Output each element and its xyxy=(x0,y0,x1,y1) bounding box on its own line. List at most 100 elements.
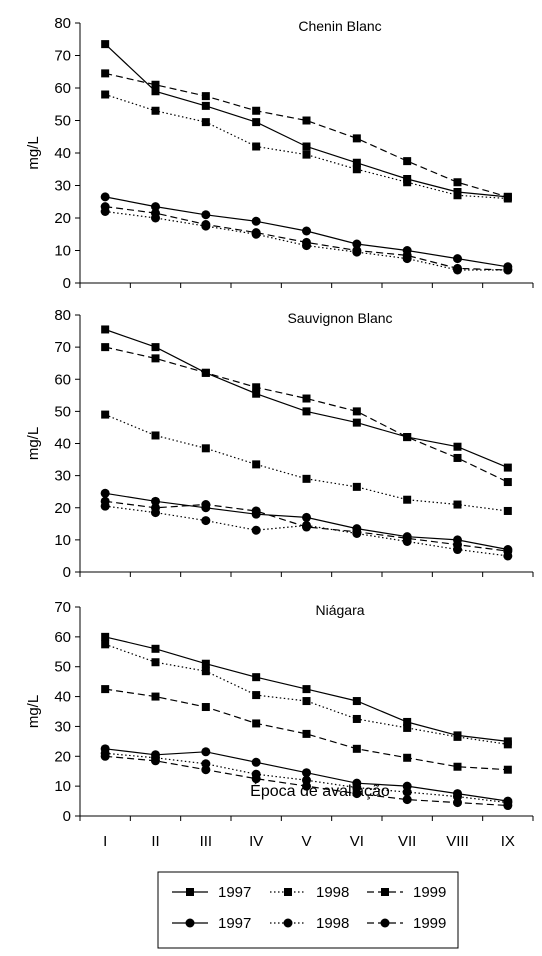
data-point xyxy=(352,714,361,723)
data-point xyxy=(302,394,311,403)
data-point xyxy=(151,496,160,506)
data-point xyxy=(252,460,261,469)
y-axis-label: mg/L xyxy=(25,427,42,460)
data-point xyxy=(302,116,311,125)
data-point xyxy=(302,685,311,694)
legend-marker xyxy=(284,888,292,896)
data-point xyxy=(251,216,261,226)
data-point xyxy=(453,732,462,741)
data-point xyxy=(453,500,462,509)
y-tick-label: 10 xyxy=(54,532,71,549)
data-point xyxy=(403,157,412,166)
data-point xyxy=(352,134,361,143)
data-point xyxy=(352,158,361,167)
y-tick-label: 60 xyxy=(54,371,71,388)
data-point xyxy=(151,431,160,440)
data-point xyxy=(201,500,211,510)
data-point xyxy=(453,178,462,187)
data-point xyxy=(201,220,211,229)
data-point xyxy=(251,506,261,516)
data-point xyxy=(251,774,261,784)
data-point xyxy=(352,407,361,416)
y-axis-label: mg/L xyxy=(25,136,42,169)
series-line xyxy=(104,643,508,745)
data-point xyxy=(201,747,211,757)
data-point xyxy=(352,789,362,799)
data-point xyxy=(101,325,110,334)
series-line xyxy=(105,688,508,771)
data-point xyxy=(151,756,160,766)
data-point xyxy=(352,418,361,427)
data-point xyxy=(252,142,261,151)
x-tick-label: II xyxy=(151,833,159,850)
y-axis-label: mg/L xyxy=(25,695,42,728)
series-square-1998-dotted xyxy=(101,410,512,515)
data-point xyxy=(302,729,311,738)
data-point xyxy=(100,751,110,761)
data-point xyxy=(252,673,261,682)
data-point xyxy=(151,208,160,218)
data-point xyxy=(201,444,210,453)
series-square-1999-dashed xyxy=(101,685,512,774)
data-point xyxy=(403,495,412,504)
data-point xyxy=(453,453,462,462)
y-tick-label: 40 xyxy=(54,145,71,162)
data-point xyxy=(252,389,261,398)
data-point xyxy=(101,632,110,641)
data-point xyxy=(352,482,361,491)
y-tick-label: 0 xyxy=(63,564,71,581)
legend-marker xyxy=(186,888,194,896)
data-point xyxy=(503,478,512,487)
data-point xyxy=(252,719,261,728)
data-point xyxy=(453,191,462,200)
legend-label: 1999 xyxy=(413,915,446,932)
series-circle-1999-dashed xyxy=(100,496,513,556)
data-point xyxy=(151,354,160,363)
data-point xyxy=(201,101,210,110)
panel-title: Sauvignon Blanc xyxy=(287,310,392,326)
y-tick-label: 20 xyxy=(54,210,71,227)
data-point xyxy=(403,433,412,442)
data-point xyxy=(503,463,512,472)
data-point xyxy=(503,192,512,201)
legend-label: 1998 xyxy=(316,884,349,901)
data-point xyxy=(201,659,210,668)
y-tick-label: 60 xyxy=(54,629,71,646)
data-point xyxy=(302,142,311,151)
legend-marker xyxy=(380,918,390,928)
data-point xyxy=(402,787,412,797)
data-point xyxy=(503,546,513,556)
series-circle-1999-dashed xyxy=(100,751,513,811)
data-point xyxy=(453,263,462,273)
data-point xyxy=(151,658,160,667)
y-tick-label: 80 xyxy=(54,15,71,32)
data-point xyxy=(302,781,311,791)
data-point xyxy=(453,442,462,451)
legend-entry: 1998 xyxy=(270,915,349,932)
data-point xyxy=(201,703,210,712)
data-point xyxy=(100,202,110,212)
data-point xyxy=(352,527,362,537)
data-point xyxy=(503,265,513,275)
panel-title: Niágara xyxy=(315,602,364,618)
data-point xyxy=(101,685,110,694)
y-tick-label: 80 xyxy=(54,307,71,324)
data-point xyxy=(101,410,110,419)
y-tick-label: 70 xyxy=(54,48,71,65)
data-point xyxy=(453,762,462,771)
data-point xyxy=(403,753,412,762)
y-tick-label: 70 xyxy=(54,599,71,616)
y-tick-label: 40 xyxy=(54,436,71,453)
legend-marker xyxy=(381,888,389,896)
data-point xyxy=(402,250,412,260)
data-point xyxy=(201,667,210,676)
data-point xyxy=(403,723,412,732)
y-tick-label: 30 xyxy=(54,468,71,485)
data-point xyxy=(252,691,261,700)
series-circle-1999-dashed xyxy=(100,202,513,275)
y-tick-label: 10 xyxy=(54,778,71,795)
legend: 1997 1998 1999 1997 1998 1999 xyxy=(157,871,459,949)
data-point xyxy=(352,165,361,174)
data-point xyxy=(302,237,311,247)
